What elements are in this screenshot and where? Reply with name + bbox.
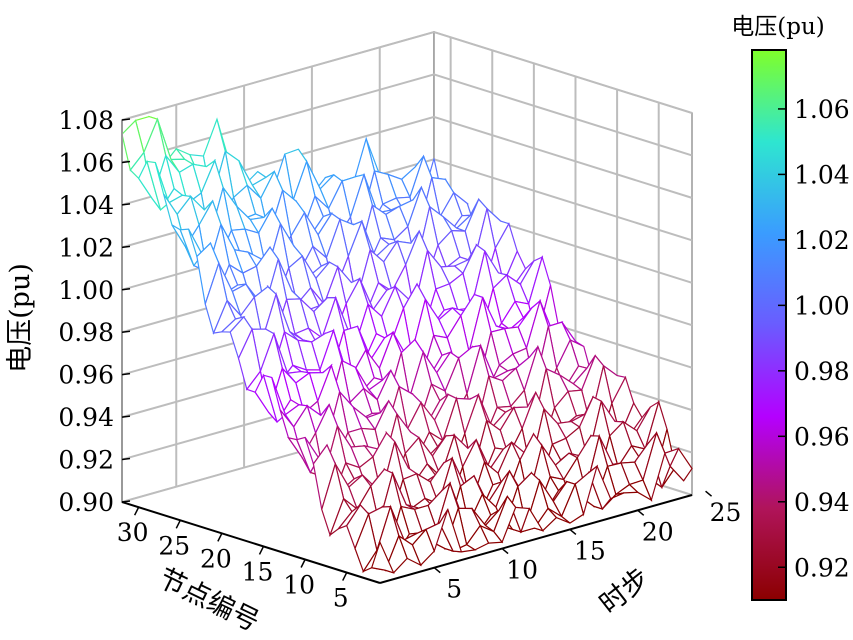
z-tick-label: 0.92 <box>58 446 114 475</box>
z-tick-label: 1.02 <box>58 233 114 262</box>
z-tick-labels: 0.90 0.92 0.94 0.96 0.98 1.00 1.02 1.04 1.06 1.08 <box>58 106 131 517</box>
colorbar-tick-label: 0.92 <box>794 553 850 582</box>
z-tick-label: 0.90 <box>58 488 114 517</box>
time-tick-mark <box>501 547 509 555</box>
z-tick-mark <box>121 457 131 461</box>
time-tick-mark <box>637 509 645 516</box>
node-tick-mark <box>217 533 223 542</box>
node-tick-label: 5 <box>333 584 349 613</box>
colorbar: 电压(pu) 0.92 0.94 0.96 0.98 1.00 1.02 1.04 1.06 <box>731 14 850 601</box>
node-tick-mark <box>133 506 140 516</box>
node-tick-mark <box>342 572 348 581</box>
z-tick-mark <box>121 118 131 121</box>
z-tick-label: 0.96 <box>58 361 114 390</box>
z-tick-mark <box>121 372 131 376</box>
time-tick-mark <box>433 567 441 574</box>
colorbar-title: 电压(pu) <box>731 14 824 40</box>
colorbar-tick-label: 1.02 <box>794 226 850 255</box>
z-tick-label: 0.98 <box>58 318 114 347</box>
time-tick-label: 5 <box>446 575 462 604</box>
colorbar-ticks: 0.92 0.94 0.96 0.98 1.00 1.02 1.04 1.06 <box>778 95 850 582</box>
z-tick-label: 1.04 <box>58 191 114 220</box>
voltage-surface <box>121 115 693 574</box>
time-tick-label: 25 <box>710 498 742 527</box>
z-tick-mark <box>121 203 131 206</box>
z-tick-mark <box>121 245 131 249</box>
node-tick-mark <box>258 546 265 555</box>
node-tick-label: 25 <box>158 531 190 560</box>
z-tick-label: 1.00 <box>58 276 114 305</box>
z-tick-label: 1.06 <box>58 148 114 177</box>
colorbar-tick-label: 1.06 <box>794 95 850 124</box>
z-tick-label: 0.94 <box>58 403 114 432</box>
axis-frame <box>121 120 693 584</box>
z-tick-mark <box>121 330 131 333</box>
z-tick-mark <box>121 500 131 503</box>
node-tick-label: 20 <box>200 544 232 573</box>
time-axis-label: 时步 <box>594 562 656 620</box>
time-axis-line <box>379 494 693 584</box>
colorbar-tick-label: 1.00 <box>794 291 850 320</box>
colorbar-gradient <box>751 49 787 601</box>
node-tick-label: 30 <box>117 518 149 547</box>
node-tick-mark <box>300 559 306 568</box>
node-tick-label: 15 <box>242 557 274 586</box>
z-axis-label: 电压(pu) <box>5 263 36 373</box>
colorbar-tick-label: 0.98 <box>794 357 850 386</box>
node-axis-line <box>121 501 381 584</box>
colorbar-tick-label: 0.94 <box>794 488 850 517</box>
time-tick-label: 10 <box>506 556 538 585</box>
node-tick-mark <box>175 519 181 529</box>
node-tick-label: 10 <box>283 570 315 599</box>
z-tick-mark <box>121 288 131 291</box>
time-tick-label: 20 <box>642 517 674 546</box>
z-tick-label: 1.08 <box>58 106 114 135</box>
z-tick-mark <box>121 160 131 164</box>
time-tick-label: 15 <box>574 536 606 565</box>
surface-cell <box>370 540 395 574</box>
colorbar-tick-label: 1.04 <box>794 160 850 189</box>
time-tick-labels: 5 10 15 20 25 <box>433 490 742 604</box>
time-tick-mark <box>705 490 713 497</box>
z-tick-mark <box>121 415 131 418</box>
z-grid-line <box>121 73 693 164</box>
z-grid-line <box>121 30 693 121</box>
colorbar-tick-label: 0.96 <box>794 422 850 451</box>
time-tick-mark <box>569 528 577 536</box>
node-tick-labels: 5 10 15 20 25 30 <box>117 506 349 613</box>
